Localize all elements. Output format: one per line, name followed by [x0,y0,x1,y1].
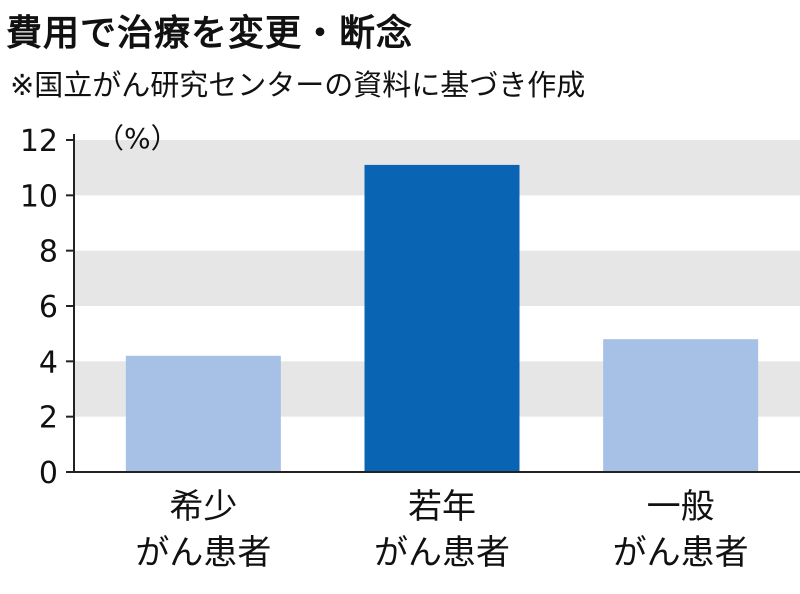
category-label: がん患者 [135,533,271,573]
y-tick-label: 2 [39,401,58,436]
category-label: がん患者 [374,533,510,573]
y-tick-label: 4 [39,345,58,380]
y-tick-label: 6 [39,290,58,325]
bar [603,339,759,472]
y-tick-label: 0 [39,456,58,491]
y-tick-label: 10 [20,179,58,214]
category-label: 一般 [647,487,715,527]
category-label: 若年 [408,487,476,527]
bar [364,164,520,472]
y-tick-label: 8 [39,235,58,270]
chart-subtitle: ※国立がん研究センターの資料に基づき作成 [10,68,586,102]
chart-title: 費用で治療を変更・断念 [6,13,414,54]
category-label: 希少 [169,487,237,527]
bar [125,355,281,472]
category-label: がん患者 [613,533,749,573]
y-tick-label: 12 [20,124,58,159]
unit-label: （%） [96,122,179,155]
